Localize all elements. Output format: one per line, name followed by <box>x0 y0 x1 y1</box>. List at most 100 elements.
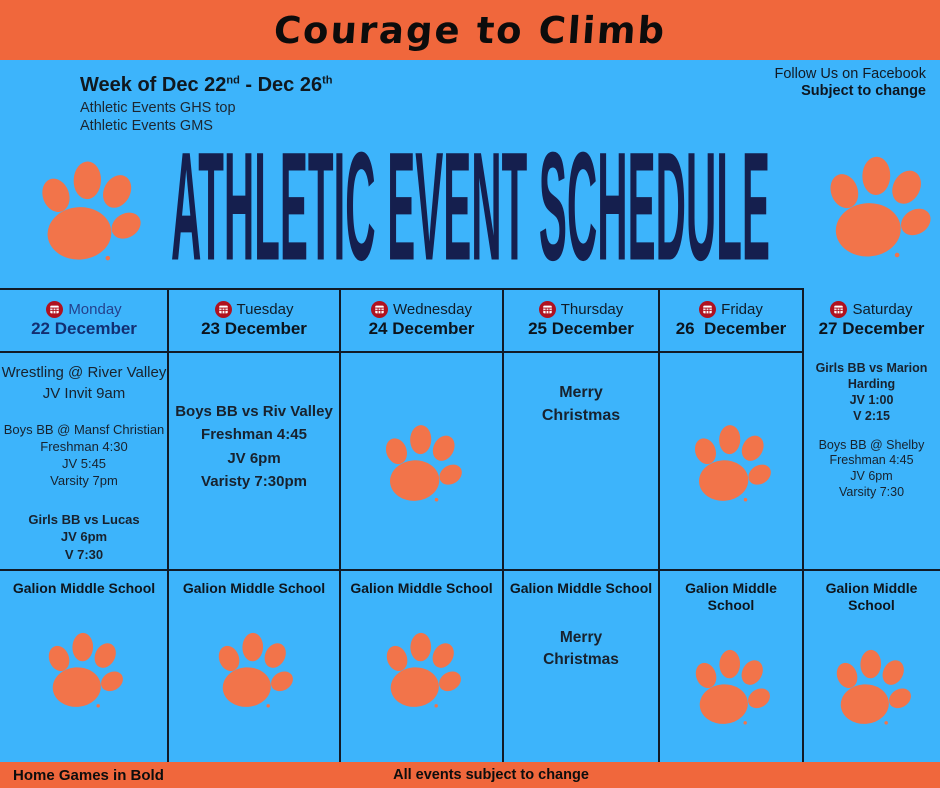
tiger-paw-icon <box>376 417 468 505</box>
day-date: 24 December <box>368 319 475 338</box>
grid-line-header-top <box>0 288 803 290</box>
gms-label: Galion Middle School <box>825 580 918 613</box>
gms-cell-thursday: Galion Middle School Merry Christmas <box>503 572 659 760</box>
footer-bar: Home Games in Bold All events subject to… <box>0 762 940 788</box>
event-line: Boys BB @ Mansf Christian <box>3 421 165 437</box>
week-text: Week of Dec 22 <box>80 74 227 96</box>
event-block: Girls BB vs Marion Harding JV 1:00 V 2:15 <box>816 361 928 425</box>
calendar-icon <box>371 301 388 318</box>
event-line: Freshman 4:45 <box>829 453 914 468</box>
event-line: Christmas <box>541 406 621 424</box>
events-cell-thursday: Merry Christmas <box>503 354 659 568</box>
gms-note: Merry Christmas <box>543 627 619 672</box>
all-events-note: All events subject to change <box>393 767 589 783</box>
day-name: Monday <box>68 301 122 318</box>
events-cell-tuesday: Boys BB vs Riv Valley Freshman 4:45 JV 6pm… <box>168 354 340 568</box>
day-name: Tuesday <box>236 301 294 318</box>
gms-cell-friday: Galion Middle School <box>659 572 803 760</box>
tiger-paw-icon <box>818 146 938 262</box>
event-block: Merry Christmas <box>542 382 620 427</box>
facebook-note: Follow Us on Facebook <box>774 66 926 82</box>
event-block: Wrestling @ River Valley JV Invit 9am <box>2 362 167 405</box>
event-line: Varisty 7:30pm <box>201 472 307 490</box>
gms-label: Galion Middle School <box>685 580 777 613</box>
day-date: 26 December <box>675 319 787 338</box>
gms-label: Galion Middle School <box>182 580 326 596</box>
week-ordinal: nd <box>226 74 240 87</box>
grid-line-column-divider <box>502 288 504 762</box>
day-date: 22 December <box>31 319 137 338</box>
event-line: Freshman 4:45 <box>201 426 307 444</box>
day-header-row: Friday <box>699 301 763 318</box>
tiger-paw-icon <box>377 625 467 711</box>
page-title-wrap: ATHLETIC EVENT SCHEDULE <box>0 128 940 283</box>
tiger-paw-icon <box>827 642 917 728</box>
events-cell-wednesday <box>340 354 503 568</box>
social-note: Follow Us on Facebook Subject to change <box>774 66 926 99</box>
week-title: Week of Dec 22nd - Dec 26th <box>80 74 332 97</box>
event-block: Boys BB vs Riv Valley Freshman 4:45 JV 6pm… <box>175 400 333 493</box>
events-cell-monday: Wrestling @ River Valley JV Invit 9am Boys… <box>0 354 168 568</box>
calendar-icon <box>539 301 556 318</box>
day-header-row: Tuesday <box>215 301 294 318</box>
home-games-note: Home Games in Bold <box>13 766 164 784</box>
gms-note-line: Christmas <box>543 651 619 669</box>
subject-to-change-note: Subject to change <box>801 83 926 99</box>
top-banner: Courage to Climb <box>0 0 940 60</box>
gms-note-line: Merry <box>559 628 603 646</box>
gms-label: Galion Middle School <box>350 580 493 596</box>
event-line: Girls BB vs Lucas <box>28 512 140 528</box>
event-line: Boys BB vs Riv Valley <box>175 403 333 420</box>
grid-line-header-bottom <box>0 351 803 353</box>
day-date: 25 December <box>528 319 634 338</box>
event-block: Boys BB @ Shelby Freshman 4:45 JV 6pm Varsi… <box>819 438 925 502</box>
calendar-icon <box>215 301 232 318</box>
tiger-paw-icon <box>209 625 299 711</box>
gms-cell-wednesday: Galion Middle School <box>340 572 503 760</box>
event-line: JV Invit 9am <box>42 385 126 403</box>
tiger-paw-icon <box>39 625 129 711</box>
day-name: Saturday <box>852 301 913 318</box>
grid-line-column-divider <box>802 288 804 788</box>
gms-cell-monday: Galion Middle School <box>0 572 168 760</box>
week-info: Week of Dec 22nd - Dec 26th Athletic Eve… <box>80 74 332 134</box>
event-line: JV 5:45 <box>61 455 107 471</box>
event-line: Boys BB @ Shelby <box>818 437 925 452</box>
tiger-paw-icon <box>686 642 776 728</box>
event-block: Girls BB vs Lucas JV 6pm V 7:30 <box>28 511 139 562</box>
event-block: Boys BB @ Mansf Christian Freshman 4:30 JV… <box>4 421 165 490</box>
week-ordinal: th <box>322 74 333 87</box>
day-header-wednesday: Wednesday 24 December <box>340 290 503 350</box>
event-line: Freshman 4:30 <box>40 438 128 454</box>
subtitle-gms: Athletic Events GMS <box>80 118 213 134</box>
day-header-tuesday: Tuesday 23 December <box>168 290 340 350</box>
events-cell-saturday: Girls BB vs Marion Harding JV 1:00 V 2:15 Bo… <box>803 354 940 568</box>
event-line: JV 1:00 <box>849 392 894 407</box>
grid-line-column-divider <box>167 288 169 762</box>
event-line: Varsity 7pm <box>50 473 118 489</box>
grid-line-column-divider <box>339 288 341 762</box>
title-section: ATHLETIC EVENT SCHEDULE <box>0 128 940 283</box>
grid-line-column-divider <box>658 288 660 762</box>
day-header-friday: Friday 26 December <box>659 290 803 350</box>
day-header-row: Saturday <box>830 301 913 318</box>
event-line: Merry <box>559 384 603 401</box>
event-line: V 7:30 <box>64 546 104 562</box>
gms-cell-tuesday: Galion Middle School <box>168 572 340 760</box>
day-name: Friday <box>721 301 763 318</box>
day-header-row: Wednesday <box>371 301 472 318</box>
day-date: 27 December <box>818 319 925 338</box>
day-header-row: Monday <box>46 301 122 318</box>
day-header-thursday: Thursday 25 December <box>503 290 659 350</box>
day-date: 23 December <box>201 319 307 338</box>
week-text: - Dec 26 <box>239 74 323 96</box>
tiger-paw-icon <box>685 417 777 505</box>
day-header-saturday: Saturday 27 December <box>803 290 940 350</box>
event-line: JV 6pm <box>850 469 893 484</box>
subtitle-ghs: Athletic Events GHS top <box>80 99 236 116</box>
gms-cell-saturday: Galion Middle School <box>803 572 940 760</box>
event-line: V 2:15 <box>853 408 890 423</box>
day-name: Wednesday <box>393 301 472 318</box>
day-name: Thursday <box>560 301 624 318</box>
